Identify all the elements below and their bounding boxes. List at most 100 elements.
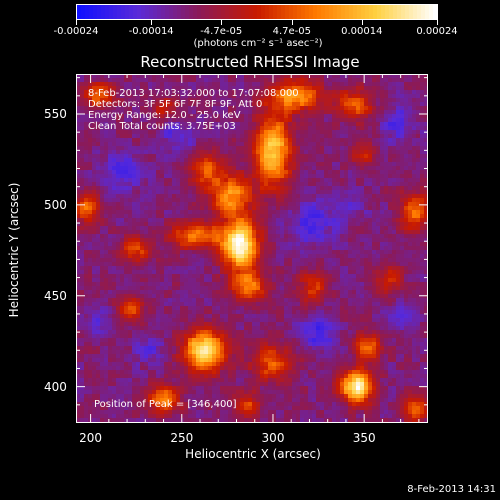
heatmap-cell [412, 142, 417, 147]
heatmap-cell [224, 122, 229, 127]
heatmap-cell [400, 246, 405, 251]
heatmap-cell [264, 226, 269, 231]
heatmap-cell [268, 94, 273, 99]
heatmap-cell [172, 290, 177, 295]
heatmap-cell [100, 294, 105, 299]
heatmap-cell [208, 282, 213, 287]
heatmap-cell [368, 178, 373, 183]
heatmap-cell [264, 146, 269, 151]
heatmap-cell [292, 178, 297, 183]
heatmap-cell [124, 166, 129, 171]
heatmap-cell [136, 270, 141, 275]
heatmap-cell [272, 250, 277, 255]
heatmap-cell [416, 114, 421, 119]
heatmap-cell [384, 110, 389, 115]
heatmap-cell [248, 190, 253, 195]
heatmap-cell [104, 90, 109, 95]
heatmap-cell [360, 142, 365, 147]
heatmap-cell [200, 238, 205, 243]
heatmap-cell [236, 86, 241, 91]
heatmap-cell [236, 234, 241, 239]
heatmap-cell [84, 110, 89, 115]
heatmap-cell [380, 274, 385, 279]
heatmap-cell [356, 270, 361, 275]
heatmap-cell [424, 186, 428, 191]
heatmap-cell [356, 154, 361, 159]
heatmap-cell [128, 158, 133, 163]
heatmap-cell [356, 214, 361, 219]
heatmap-cell [352, 202, 357, 207]
heatmap-cell [396, 218, 401, 223]
heatmap-cell [276, 254, 281, 259]
heatmap-cell [340, 266, 345, 271]
heatmap-cell [232, 206, 237, 211]
heatmap-cell [300, 286, 305, 291]
heatmap-cell [272, 254, 277, 259]
heatmap-cell [144, 198, 149, 203]
heatmap-cell [260, 114, 265, 119]
heatmap-cell [304, 282, 309, 287]
heatmap-cell [304, 122, 309, 127]
colorbar-swatch [265, 5, 270, 19]
heatmap-cell [128, 94, 133, 99]
heatmap-cell [300, 242, 305, 247]
heatmap-cell [244, 134, 249, 139]
heatmap-cell [116, 130, 121, 135]
colorbar-swatch [313, 5, 318, 19]
heatmap-cell [132, 98, 137, 103]
heatmap-cell [88, 158, 93, 163]
heatmap-cell [96, 86, 101, 91]
heatmap-cell [308, 158, 313, 163]
heatmap-cell [240, 234, 245, 239]
heatmap-cell [308, 258, 313, 263]
heatmap-cell [308, 150, 313, 155]
heatmap-cell [344, 246, 349, 251]
heatmap-cell [184, 142, 189, 147]
heatmap-cell [96, 290, 101, 295]
heatmap-cell [352, 218, 357, 223]
heatmap-cell [232, 98, 237, 103]
heatmap-cell [248, 138, 253, 143]
heatmap-cell [180, 194, 185, 199]
heatmap-cell [324, 214, 329, 219]
heatmap-cell [160, 186, 165, 191]
heatmap-cell [396, 186, 401, 191]
heatmap-cell [376, 130, 381, 135]
heatmap-cell [236, 210, 241, 215]
heatmap-cell [236, 262, 241, 267]
heatmap-cell [256, 142, 261, 147]
heatmap-cell [200, 78, 205, 83]
heatmap-cell [396, 234, 401, 239]
heatmap-cell [260, 74, 265, 79]
heatmap-cell [92, 114, 97, 119]
heatmap-cell [364, 266, 369, 271]
heatmap-cell [120, 286, 125, 291]
heatmap-cell [276, 186, 281, 191]
heatmap-cell [312, 202, 317, 207]
heatmap-cell [284, 202, 289, 207]
colorbar-swatch [177, 5, 182, 19]
heatmap-cell [236, 266, 241, 271]
heatmap-cell [116, 258, 121, 263]
heatmap-cell [348, 194, 353, 199]
heatmap-cell [160, 242, 165, 247]
heatmap-cell [280, 210, 285, 215]
heatmap-cell [120, 126, 125, 131]
heatmap-cell [144, 194, 149, 199]
heatmap-cell [168, 230, 173, 235]
heatmap-cell [164, 290, 169, 295]
heatmap-cell [412, 278, 417, 283]
heatmap-cell [408, 154, 413, 159]
heatmap-cell [148, 134, 153, 139]
heatmap-cell [104, 258, 109, 263]
heatmap-cell [92, 138, 97, 143]
heatmap-cell [380, 258, 385, 263]
heatmap-cell [184, 222, 189, 227]
heatmap-cell [376, 258, 381, 263]
heatmap-cell [348, 138, 353, 143]
heatmap-cell [116, 270, 121, 275]
heatmap-cell [380, 158, 385, 163]
heatmap-cell [156, 114, 161, 119]
heatmap-cell [240, 122, 245, 127]
heatmap-cell [364, 138, 369, 143]
